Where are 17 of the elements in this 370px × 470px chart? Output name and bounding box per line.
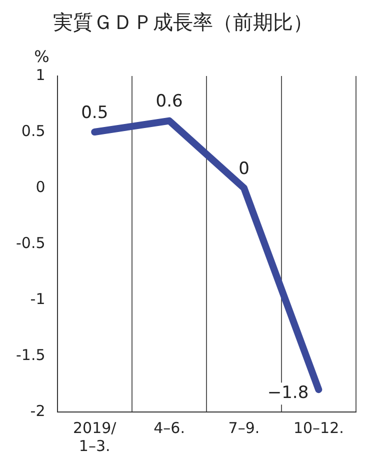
y-tick-label: -1 (30, 290, 46, 308)
y-tick-label: 1 (36, 66, 46, 84)
y-tick-label: -2 (30, 402, 46, 420)
data-label: 0.6 (156, 92, 183, 112)
x-tick-label: 4–6. (154, 418, 185, 437)
x-tick-label: 7–9. (228, 418, 260, 437)
y-tick-label: -0.5 (16, 234, 46, 252)
data-label: 0 (238, 158, 250, 179)
data-label: −1.8 (267, 383, 309, 404)
chart-title: 実質ＧＤＰ成長率（前期比） (53, 10, 313, 34)
y-axis-title: % (34, 47, 50, 66)
y-tick-label: -1.5 (16, 346, 46, 364)
x-tick-label: 2019/ 1–3. (72, 418, 118, 455)
data-label: 0.5 (81, 102, 108, 123)
y-tick-label: 0 (36, 178, 46, 196)
x-tick-label: 10–12. (293, 418, 344, 437)
y-tick-label: 0.5 (21, 122, 46, 140)
